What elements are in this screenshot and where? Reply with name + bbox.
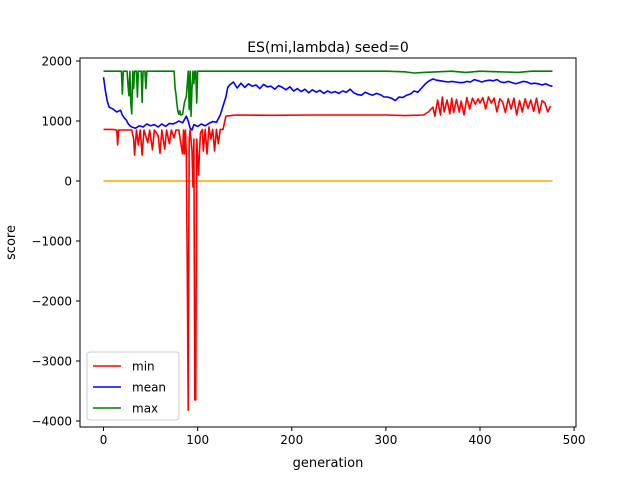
plot-frame xyxy=(79,57,577,428)
x-tick-label: 200 xyxy=(280,433,303,447)
legend-label-min: min xyxy=(132,360,155,374)
x-tick-label: 100 xyxy=(186,433,209,447)
y-tick-label: −3000 xyxy=(31,355,72,369)
legend-label-mean: mean xyxy=(132,381,166,395)
legend-box xyxy=(86,351,180,421)
series-line-min xyxy=(103,96,552,411)
x-tick-label: 500 xyxy=(563,433,586,447)
y-axis-label: score xyxy=(4,225,19,260)
x-tick-label: 0 xyxy=(100,433,108,447)
y-tick-label: 0 xyxy=(64,175,72,189)
y-tick-label: −1000 xyxy=(31,235,72,249)
y-tick-label: 1000 xyxy=(41,115,72,129)
legend-label-max: max xyxy=(132,402,158,416)
x-axis: 0 100 200 300 400 500 xyxy=(100,427,586,447)
y-tick-label: 2000 xyxy=(41,55,72,69)
x-tick-label: 300 xyxy=(374,433,397,447)
series-line-mean xyxy=(102,77,553,131)
chart-title: ES(mi,lambda) seed=0 xyxy=(247,40,409,56)
x-axis-label: generation xyxy=(293,456,364,471)
legend: min mean max xyxy=(86,351,180,421)
x-tick-label: 400 xyxy=(469,433,492,447)
y-tick-label: −4000 xyxy=(31,415,72,429)
y-axis: −4000 −3000 −2000 −1000 0 1000 2000 xyxy=(31,55,80,429)
y-tick-label: −2000 xyxy=(31,295,72,309)
series-line-max xyxy=(103,70,553,117)
plot-series xyxy=(102,70,553,411)
